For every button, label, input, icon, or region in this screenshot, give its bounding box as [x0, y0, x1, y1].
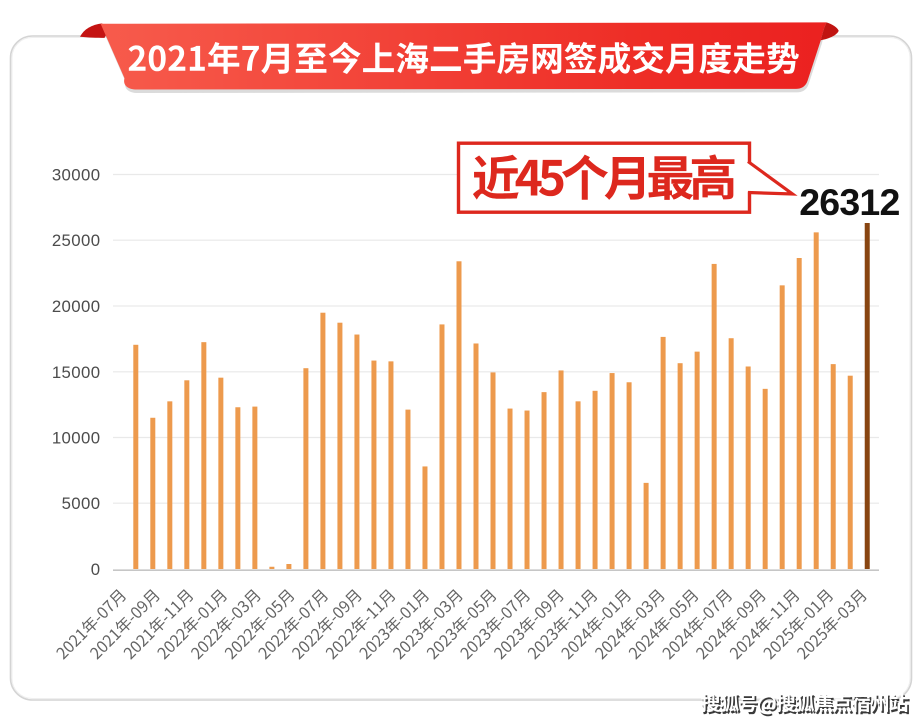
svg-text:15000: 15000 — [52, 363, 101, 382]
svg-text:10000: 10000 — [52, 429, 101, 448]
svg-text:26312: 26312 — [799, 181, 899, 223]
svg-text:30000: 30000 — [52, 166, 101, 185]
svg-text:5000: 5000 — [62, 494, 101, 513]
svg-text:25000: 25000 — [52, 231, 101, 250]
svg-text:0: 0 — [91, 560, 101, 579]
svg-text:20000: 20000 — [52, 297, 101, 316]
